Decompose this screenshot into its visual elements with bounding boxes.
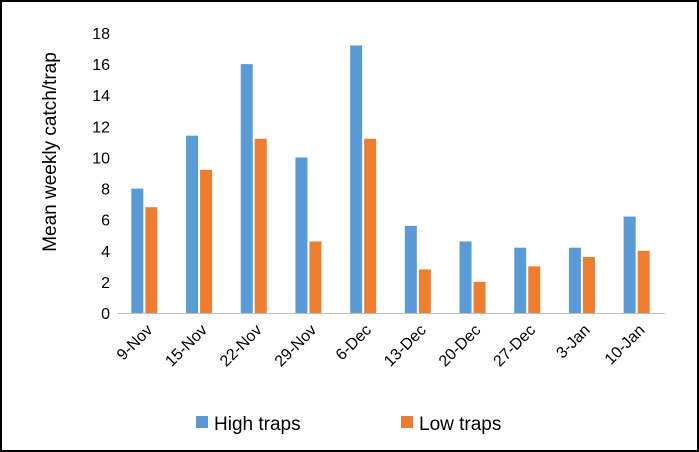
x-tick-label: 9-Nov (114, 322, 156, 364)
x-tick-label: 13-Dec (381, 322, 429, 370)
bar-high-traps (404, 225, 417, 313)
y-tick-label: 8 (101, 182, 110, 199)
bar-low-traps (309, 241, 322, 313)
bar-low-traps (528, 266, 541, 313)
bar-high-traps (459, 241, 472, 313)
y-tick-labels: 0 2 4 6 8 10 12 14 16 18 (92, 26, 110, 323)
bar-high-traps (240, 64, 253, 313)
legend-swatch-high-traps (196, 416, 208, 428)
legend-label-low-traps: Low traps (419, 414, 501, 435)
x-tick-label: 6-Dec (333, 322, 375, 364)
bar-high-traps (131, 188, 144, 313)
x-tick-label: 22-Nov (217, 322, 265, 370)
y-tick-label: 10 (92, 150, 110, 167)
y-axis-title: Mean weekly catch/trap (40, 52, 61, 252)
y-tick-label: 6 (101, 213, 110, 230)
bar-high-traps (514, 247, 527, 313)
bar-low-traps (254, 138, 267, 313)
x-tick-label: 3-Jan (553, 322, 593, 362)
legend-label-high-traps: High traps (214, 414, 301, 435)
y-tick-label: 18 (92, 26, 110, 43)
legend: High traps Low traps (196, 414, 501, 435)
bars (131, 45, 650, 313)
bar-low-traps (473, 281, 486, 313)
y-tick-label: 4 (101, 244, 110, 261)
y-tick-label: 12 (92, 119, 110, 136)
y-tick-label: 2 (101, 275, 110, 292)
x-tick-label: 20-Dec (436, 322, 484, 370)
bar-high-traps (568, 247, 581, 313)
x-tick-label: 29-Nov (272, 322, 320, 370)
bar-high-traps (295, 157, 308, 313)
bar-low-traps (364, 138, 377, 313)
x-tick-label: 15-Nov (162, 322, 210, 370)
bar-low-traps (200, 169, 213, 313)
bar-high-traps (186, 135, 199, 313)
x-tick-labels: 9-Nov 15-Nov 22-Nov 29-Nov 6-Dec 13-Dec 20-Dec… (114, 322, 649, 370)
legend-swatch-low-traps (401, 416, 413, 428)
y-tick-label: 14 (92, 88, 110, 105)
bar-low-traps (637, 250, 650, 313)
x-tick-label: 10-Jan (602, 322, 649, 369)
bar-high-traps (350, 45, 363, 313)
bar-low-traps (145, 207, 158, 313)
x-tick-label: 27-Dec (491, 322, 539, 370)
bar-high-traps (623, 216, 636, 313)
y-tick-label: 16 (92, 57, 110, 74)
y-tick-label: 0 (101, 306, 110, 323)
bar-low-traps (582, 257, 595, 313)
bar-low-traps (418, 269, 431, 313)
